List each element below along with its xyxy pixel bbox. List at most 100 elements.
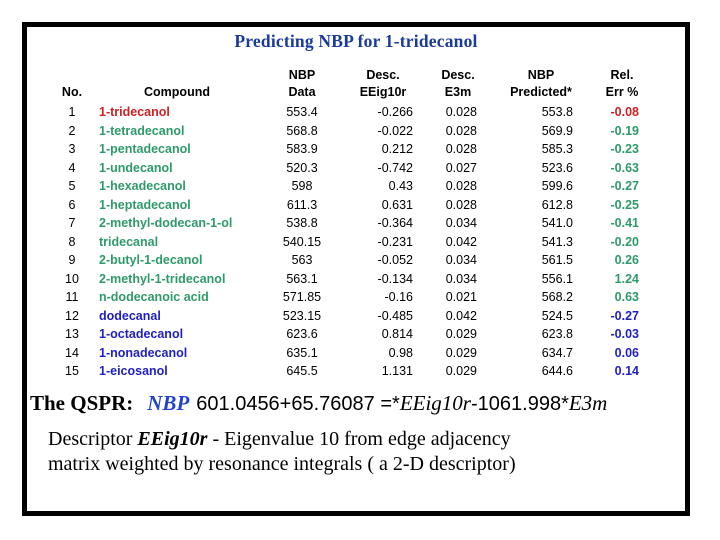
table-row: 12 dodecanal 523.15 -0.485 0.042 524.5 -… [53, 307, 653, 326]
nbp-data-value: 583.9 [286, 142, 318, 156]
compound-name: tridecanal [99, 234, 159, 249]
nbp-predicted-value: 644.6 [541, 364, 573, 378]
table-header: No. Compound NBP Data Desc. EEig10r Desc. E… [53, 67, 653, 103]
col-header-rel-err: Rel. Err % [591, 67, 653, 103]
table-row: 7 2-methyl-dodecan-1-ol 538.8 -0.364 0.0… [53, 214, 653, 233]
header-line: No. [61, 84, 83, 99]
e3m-value: 0.029 [445, 327, 477, 341]
e3m-value: 0.021 [445, 290, 477, 304]
nbp-predicted-value: 556.1 [541, 271, 573, 286]
eeig10r-value: -0.16 [384, 290, 414, 304]
e3m-value: 0.028 [445, 142, 477, 156]
row-number: 1 [68, 105, 76, 119]
nbp-predicted-value: 553.8 [541, 105, 573, 119]
row-number: 14 [65, 345, 79, 360]
eeig10r-value: 0.98 [388, 345, 413, 360]
e3m-value: 0.034 [445, 271, 477, 286]
eeig10r-value: 0.43 [388, 179, 413, 193]
header-line: E3m [444, 84, 472, 99]
compound-name: 2-butyl-1-decanol [99, 253, 203, 267]
table-row: 15 1-eicosanol 645.5 1.131 0.029 644.6 0… [53, 362, 653, 381]
rel-err-value: -0.19 [610, 123, 640, 138]
qspr-equation: The QSPR: NBP 601.0456+65.76087 =*EEig10r-… [30, 391, 607, 416]
nbp-data-value: 563 [291, 253, 313, 267]
table-body: 1 1-tridecanol 553.4 -0.266 0.028 553.8 … [53, 103, 653, 381]
equation-coefficients: 601.0456+65.76087 =* [196, 393, 400, 415]
nbp-data-value: 645.5 [286, 364, 318, 378]
nbp-data-value: 553.4 [286, 105, 318, 119]
nbp-data-value: 571.85 [282, 290, 322, 304]
compound-name: 1-undecanol [99, 160, 173, 175]
compound-name: 1-nonadecanol [99, 345, 188, 360]
row-number: 3 [68, 142, 76, 156]
rel-err-value: -0.27 [610, 308, 640, 323]
table-header-row: No. Compound NBP Data Desc. EEig10r Desc. E… [53, 67, 653, 103]
compound-name: 1-tridecanol [99, 105, 170, 119]
header-line: NBP [527, 68, 555, 82]
nbp-data-value: 523.15 [282, 308, 322, 323]
compound-name: 1-eicosanol [99, 364, 168, 378]
equation-nbp: NBP [147, 391, 190, 415]
header-line: Compound [144, 84, 210, 99]
slide-frame: Predicting NBP for 1-tridecanol No. Comp… [22, 22, 690, 516]
eeig10r-value: -0.364 [377, 216, 413, 230]
row-number: 5 [68, 179, 76, 193]
compound-name: 1-hexadecanol [99, 179, 186, 193]
row-number: 11 [65, 290, 79, 304]
nbp-predicted-value: 569.9 [541, 123, 573, 138]
eeig10r-value: 1.131 [381, 364, 413, 378]
nbp-predicted-value: 585.3 [541, 142, 573, 156]
nbp-data-value: 568.8 [286, 123, 318, 138]
rel-err-value: -0.20 [610, 234, 640, 249]
compound-name: 2-methyl-dodecan-1-ol [99, 216, 233, 230]
compound-name: dodecanal [99, 308, 161, 323]
col-header-compound: Compound [91, 67, 263, 103]
rel-err-value: -0.63 [610, 160, 640, 175]
qspr-label: The QSPR: [30, 391, 134, 415]
eeig10r-value: -0.742 [377, 160, 413, 175]
nbp-predicted-value: 634.7 [541, 345, 573, 360]
e3m-value: 0.029 [445, 345, 477, 360]
nbp-predicted-value: 524.5 [541, 308, 573, 323]
e3m-value: 0.028 [445, 105, 477, 119]
nbp-data-value: 623.6 [286, 327, 318, 341]
nbp-predicted-value: 541.3 [541, 234, 573, 249]
header-line: Desc. [441, 68, 475, 82]
descriptor-prefix: Descriptor [48, 428, 138, 450]
nbp-data-value: 563.1 [286, 271, 318, 286]
eeig10r-value: -0.022 [377, 123, 413, 138]
table-row: 9 2-butyl-1-decanol 563 -0.052 0.034 561… [53, 251, 653, 270]
col-header-nbp-predicted: NBP Predicted* [491, 67, 591, 103]
e3m-value: 0.042 [445, 308, 477, 323]
nbp-predicted-value: 561.5 [541, 253, 573, 267]
nbp-data-value: 611.3 [286, 197, 318, 212]
e3m-value: 0.042 [445, 234, 477, 249]
e3m-value: 0.027 [445, 160, 477, 175]
nbp-data-value: 520.3 [286, 160, 318, 175]
e3m-value: 0.034 [445, 216, 477, 230]
eeig10r-value: -0.231 [377, 234, 413, 249]
nbp-predicted-value: 568.2 [541, 290, 573, 304]
equation-var-e3m: E3m [568, 391, 608, 415]
table-row: 4 1-undecanol 520.3 -0.742 0.027 523.6 -… [53, 159, 653, 178]
nbp-data-value: 598 [291, 179, 313, 193]
col-header-no: No. [53, 67, 91, 103]
compound-name: 2-methyl-1-tridecanol [99, 271, 226, 286]
e3m-value: 0.029 [445, 364, 477, 378]
table-row: 10 2-methyl-1-tridecanol 563.1 -0.134 0.… [53, 270, 653, 289]
nbp-predicted-value: 599.6 [541, 179, 573, 193]
nbp-data-value: 540.15 [282, 234, 322, 249]
compound-name: 1-heptadecanol [99, 197, 191, 212]
rel-err-value: 0.14 [614, 364, 639, 378]
rel-err-value: 0.26 [614, 253, 639, 267]
nbp-data-value: 538.8 [286, 216, 318, 230]
table-row: 1 1-tridecanol 553.4 -0.266 0.028 553.8 … [53, 103, 653, 122]
nbp-predicted-value: 523.6 [541, 160, 573, 175]
e3m-value: 0.028 [445, 179, 477, 193]
descriptor-line-1: Descriptor EEig10r - Eigenvalue 10 from … [48, 428, 511, 451]
header-line: EEig10r [359, 84, 407, 99]
row-number: 8 [68, 234, 76, 249]
row-number: 4 [68, 160, 76, 175]
eeig10r-value: 0.631 [381, 197, 413, 212]
slide-title: Predicting NBP for 1-tridecanol [234, 31, 478, 51]
